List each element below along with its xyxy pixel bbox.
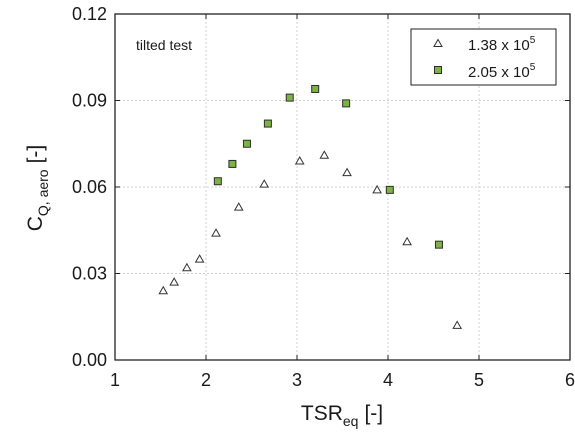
x-tick-label: 6 (565, 370, 575, 390)
data-point-series-1 (452, 320, 463, 329)
data-point-series-2 (263, 119, 272, 128)
ticks: 1 2 3 4 5 6 0.00 0.03 0.06 0.09 0.12 (72, 4, 575, 390)
y-axis-label-unit: [-] (24, 145, 47, 164)
data-point-series-1 (342, 167, 352, 177)
legend: 1.38 x 105 2.05 x 105 (410, 28, 557, 86)
x-tick-label: 2 (201, 370, 211, 390)
legend-label-series-1-base: 1.38 x 10 (468, 37, 530, 54)
x-tick-label: 4 (383, 370, 393, 390)
data-point-series-1 (158, 285, 169, 295)
x-tick-label: 5 (474, 370, 484, 390)
data-point-series-2 (311, 84, 320, 93)
y-tick-label: 0.06 (72, 177, 107, 197)
data-point-series-2 (228, 159, 237, 168)
x-axis-label-sub: eq (343, 413, 359, 429)
y-axis-label: CQ, aero [-] (24, 145, 51, 232)
y-tick-label: 0.03 (72, 264, 107, 284)
data-point-series-2 (285, 93, 294, 102)
legend-box (410, 28, 557, 86)
legend-label-series-2-base: 2.05 x 10 (468, 64, 530, 81)
y-tick-label: 0.12 (72, 4, 107, 24)
annotation: tilted test (136, 37, 192, 53)
data-point-series-2 (213, 177, 222, 186)
data-point-series-1 (169, 277, 180, 286)
x-axis-label: TSReq [-] (301, 402, 383, 429)
x-tick-label: 3 (292, 370, 302, 390)
data-point-series-1 (233, 202, 244, 211)
data-point-series-1 (194, 254, 205, 263)
x-tick-label: 1 (110, 370, 120, 390)
legend-marker-triangle (433, 38, 443, 47)
data-point-series-1 (259, 179, 270, 188)
data-points (158, 84, 463, 329)
legend-label-series-2: 2.05 x 105 (468, 62, 536, 81)
y-axis-label-main: C (24, 216, 47, 231)
y-axis-label-sub: Q, aero (35, 169, 51, 216)
legend-marker-square (434, 66, 442, 74)
data-point-series-2 (434, 240, 443, 249)
data-point-series-2 (385, 185, 394, 194)
data-point-series-1 (294, 156, 305, 165)
data-point-series-1 (402, 236, 412, 246)
data-point-series-1 (372, 184, 382, 194)
x-axis-label-unit: [-] (364, 402, 383, 425)
data-point-series-1 (211, 228, 221, 237)
legend-label-series-1: 1.38 x 105 (468, 35, 536, 54)
data-point-series-1 (319, 150, 330, 159)
legend-label-series-1-exp: 5 (530, 35, 536, 46)
data-point-series-1 (182, 262, 192, 272)
data-point-series-2 (242, 139, 251, 148)
legend-label-series-2-exp: 5 (530, 62, 536, 73)
x-axis-label-main: TSR (301, 402, 343, 425)
data-point-series-2 (342, 99, 351, 108)
y-tick-label: 0.00 (72, 350, 107, 370)
y-tick-label: 0.09 (72, 91, 107, 111)
